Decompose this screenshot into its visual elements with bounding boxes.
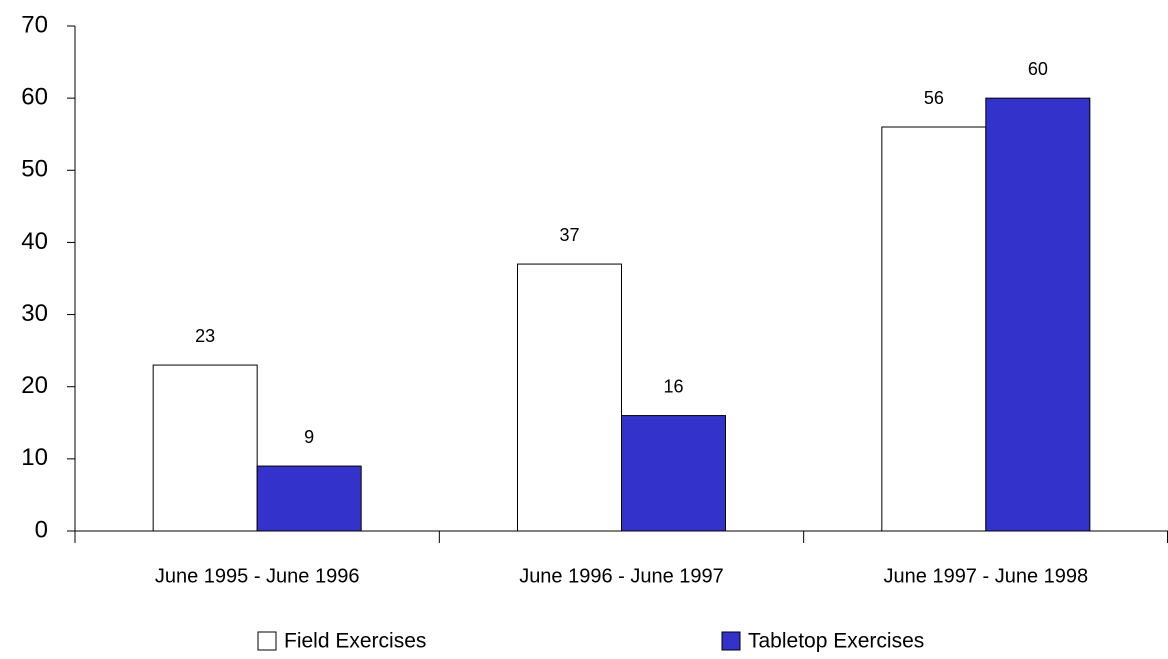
bar bbox=[985, 97, 1091, 532]
value-label: 60 bbox=[1028, 59, 1048, 79]
x-tick-label: June 1995 - June 1996 bbox=[155, 565, 360, 587]
y-tick-label: 30 bbox=[21, 300, 48, 327]
legend-label: Field Exercises bbox=[284, 630, 426, 653]
bar bbox=[152, 364, 258, 532]
x-tick-label: June 1997 - June 1998 bbox=[884, 565, 1089, 587]
legend-swatch bbox=[721, 631, 741, 651]
value-label: 56 bbox=[924, 88, 944, 108]
value-label: 9 bbox=[304, 427, 314, 447]
y-tick-label: 50 bbox=[21, 156, 48, 183]
y-tick-label: 60 bbox=[21, 83, 48, 110]
y-tick-label: 40 bbox=[21, 228, 48, 255]
bar bbox=[621, 415, 726, 532]
legend-label: Tabletop Exercises bbox=[748, 630, 924, 653]
x-tick-label: June 1996 - June 1997 bbox=[519, 565, 724, 587]
value-label: 37 bbox=[559, 225, 579, 245]
y-tick-label: 20 bbox=[21, 372, 48, 399]
legend-swatch bbox=[257, 631, 277, 651]
bar bbox=[517, 263, 622, 532]
value-label: 16 bbox=[663, 376, 683, 396]
bar bbox=[881, 126, 987, 532]
y-tick-label: 0 bbox=[35, 516, 48, 543]
value-label: 23 bbox=[195, 326, 215, 346]
bar bbox=[256, 465, 362, 532]
y-tick-label: 10 bbox=[21, 444, 48, 471]
y-tick-label: 70 bbox=[21, 11, 48, 38]
